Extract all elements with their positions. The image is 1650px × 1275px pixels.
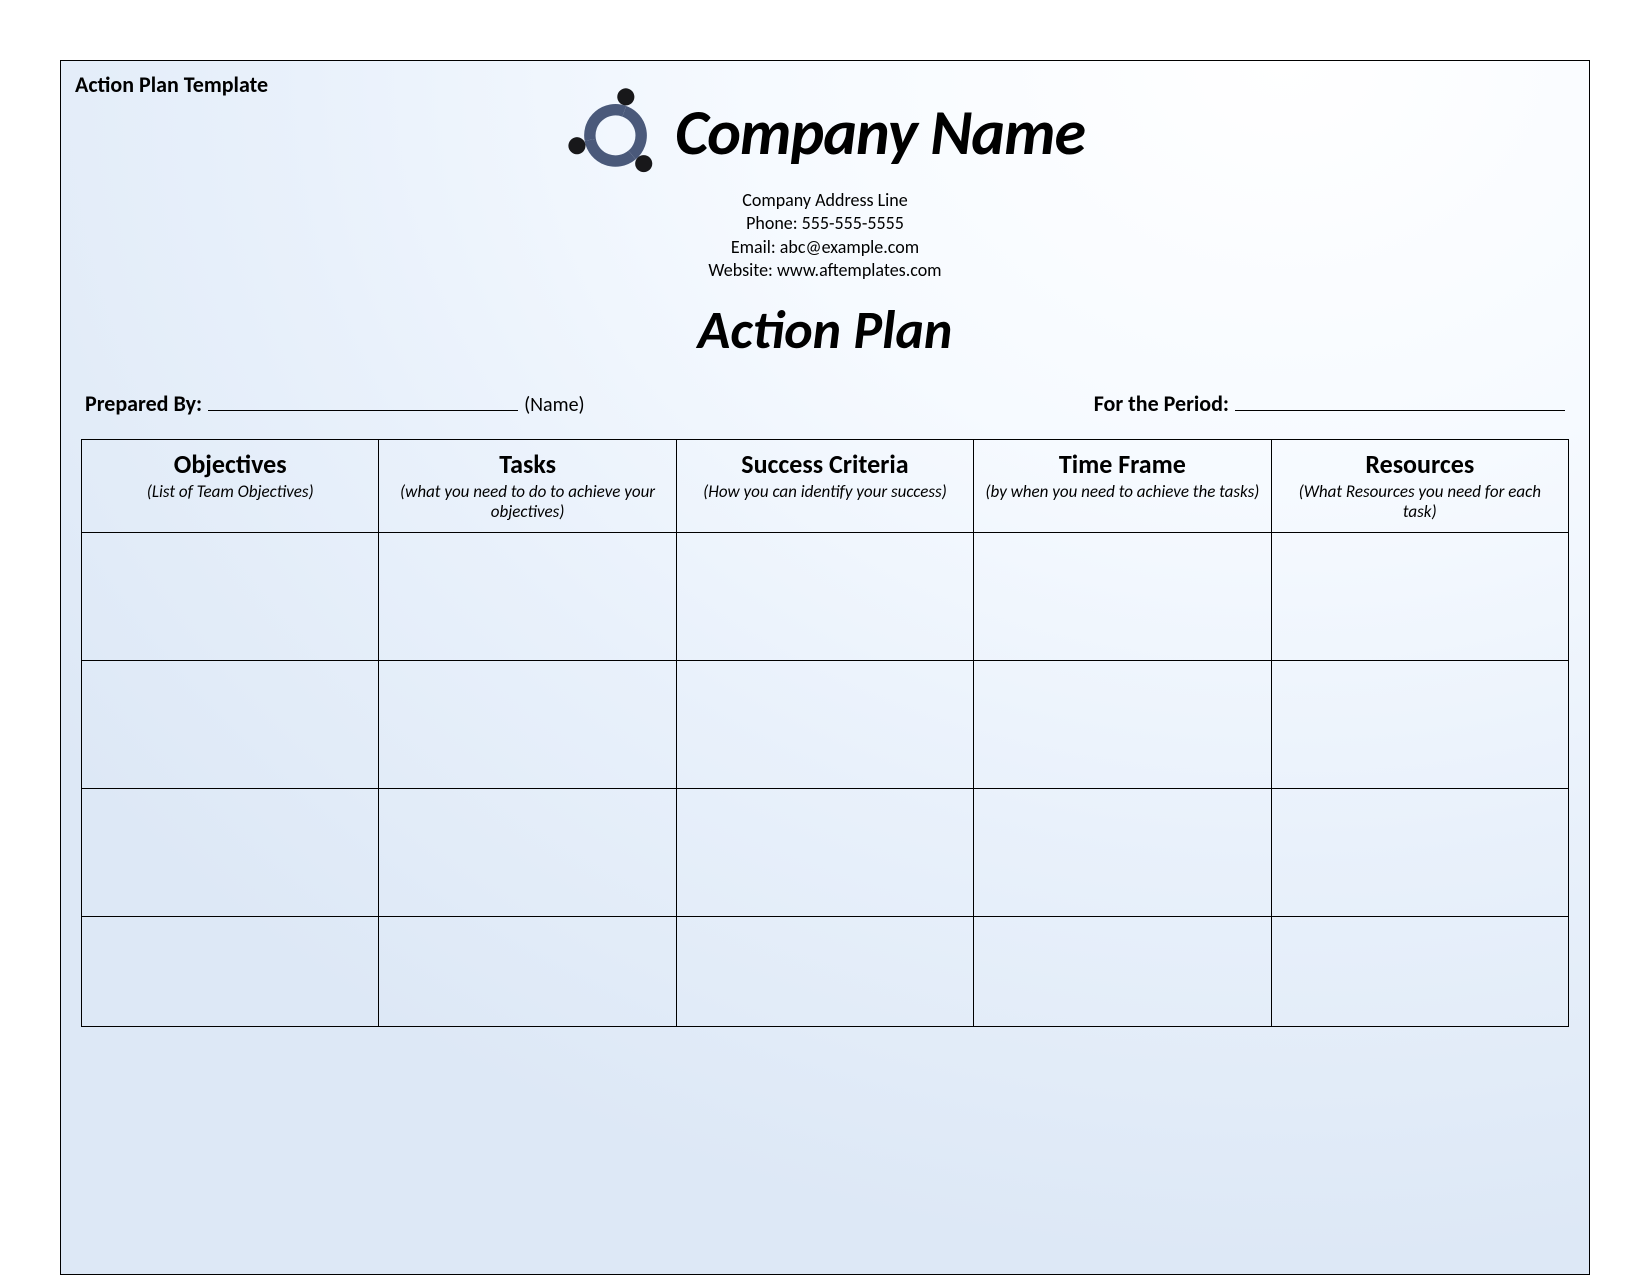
cell-objectives[interactable] (82, 789, 379, 917)
prepared-by-blank[interactable] (208, 389, 518, 411)
col-title: Success Criteria (687, 448, 963, 480)
col-title: Time Frame (984, 448, 1260, 480)
phone-line: Phone: 555-555-5555 (81, 212, 1569, 235)
col-title: Tasks (389, 448, 665, 480)
col-header-tasks: Tasks (what you need to do to achieve yo… (379, 439, 676, 533)
period-label: For the Period: (1094, 390, 1229, 417)
col-header-objectives: Objectives (List of Team Objectives) (82, 439, 379, 533)
table-header-row: Objectives (List of Team Objectives) Tas… (82, 439, 1569, 533)
cell-objectives[interactable] (82, 661, 379, 789)
website-value: www.aftemplates.com (777, 259, 942, 281)
table-row (82, 789, 1569, 917)
cell-success-criteria[interactable] (676, 917, 973, 1027)
email-value: abc@example.com (780, 236, 919, 258)
col-header-time-frame: Time Frame (by when you need to achieve … (974, 439, 1271, 533)
website-label: Website: (708, 259, 777, 281)
col-header-success-criteria: Success Criteria (How you can identify y… (676, 439, 973, 533)
period-blank[interactable] (1235, 389, 1565, 411)
template-label: Action Plan Template (75, 71, 268, 98)
email-label: Email: (731, 236, 780, 258)
phone-label: Phone: (746, 212, 802, 234)
cell-success-criteria[interactable] (676, 789, 973, 917)
company-name: Company Name (675, 94, 1085, 172)
masthead: Company Name (81, 83, 1569, 183)
page: Action Plan Template (60, 60, 1590, 1275)
col-subtitle: (List of Team Objectives) (92, 482, 368, 502)
table-row (82, 917, 1569, 1027)
website-line: Website: www.aftemplates.com (81, 259, 1569, 282)
col-header-resources: Resources (What Resources you need for e… (1271, 439, 1568, 533)
address-line: Company Address Line (81, 189, 1569, 212)
cell-tasks[interactable] (379, 661, 676, 789)
cell-resources[interactable] (1271, 661, 1568, 789)
cell-objectives[interactable] (82, 533, 379, 661)
col-title: Objectives (92, 448, 368, 480)
table-row (82, 533, 1569, 661)
document-title: Action Plan (81, 297, 1569, 363)
cell-objectives[interactable] (82, 917, 379, 1027)
cell-resources[interactable] (1271, 533, 1568, 661)
email-line: Email: abc@example.com (81, 236, 1569, 259)
table-row (82, 661, 1569, 789)
contact-block: Company Address Line Phone: 555-555-5555… (81, 189, 1569, 283)
period-field: For the Period: (1094, 389, 1565, 417)
meta-row: Prepared By: (Name) For the Period: (81, 389, 1569, 417)
company-logo-icon (565, 83, 665, 183)
prepared-by-label: Prepared By: (85, 390, 202, 417)
cell-time-frame[interactable] (974, 661, 1271, 789)
phone-value: 555-555-5555 (802, 212, 904, 234)
col-title: Resources (1282, 448, 1558, 480)
prepared-by-suffix: (Name) (524, 393, 585, 417)
cell-success-criteria[interactable] (676, 661, 973, 789)
cell-success-criteria[interactable] (676, 533, 973, 661)
cell-time-frame[interactable] (974, 789, 1271, 917)
cell-resources[interactable] (1271, 917, 1568, 1027)
cell-resources[interactable] (1271, 789, 1568, 917)
cell-tasks[interactable] (379, 917, 676, 1027)
col-subtitle: (How you can identify your success) (687, 482, 963, 502)
col-subtitle: (by when you need to achieve the tasks) (984, 482, 1260, 502)
cell-tasks[interactable] (379, 533, 676, 661)
action-plan-table: Objectives (List of Team Objectives) Tas… (81, 439, 1569, 1028)
cell-time-frame[interactable] (974, 917, 1271, 1027)
col-subtitle: (What Resources you need for each task) (1282, 482, 1558, 523)
prepared-by-field: Prepared By: (Name) (85, 389, 585, 417)
cell-time-frame[interactable] (974, 533, 1271, 661)
col-subtitle: (what you need to do to achieve your obj… (389, 482, 665, 523)
cell-tasks[interactable] (379, 789, 676, 917)
